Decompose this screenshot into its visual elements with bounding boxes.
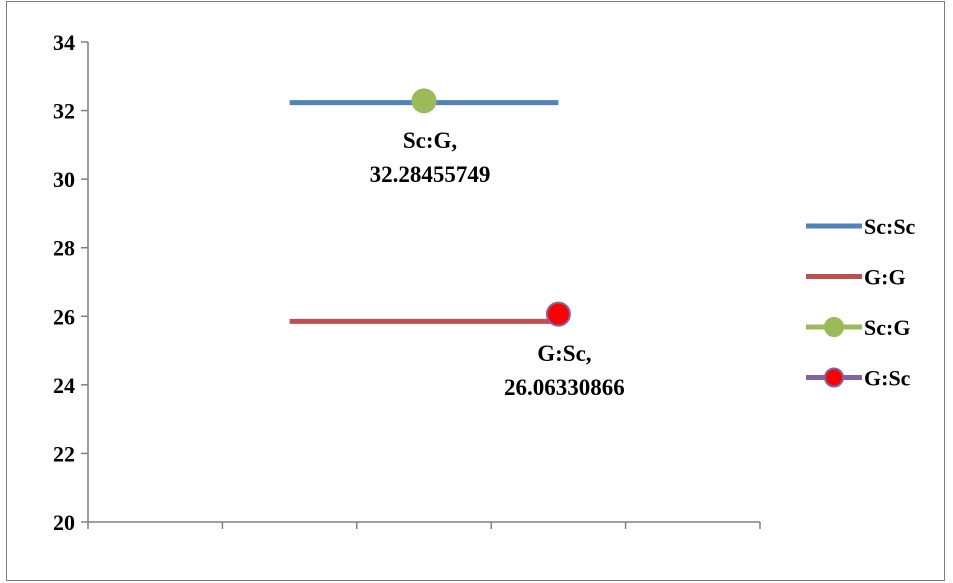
legend-label-g-sc: G:Sc [864,366,911,391]
y-tick-label: 34 [53,30,75,55]
y-tick-label: 32 [53,99,75,124]
data-label-line: 26.06330866 [504,375,625,400]
legend-marker-sc-g [824,317,844,337]
chart-frame [6,1,945,581]
data-label-g-sc: G:Sc, 26.06330866 [504,341,625,400]
legend-marker-g-sc [824,367,844,388]
data-point-g-sc [545,301,571,327]
data-point-sc-g [411,88,437,114]
legend-label-g-g: G:G [864,265,906,290]
y-tick-label: 26 [53,304,75,329]
y-tick-label: 22 [53,441,75,466]
data-label-line: 32.28455749 [370,162,491,187]
y-tick-label: 20 [53,510,75,535]
y-tick-label: 30 [53,167,75,192]
y-tick-label: 28 [53,236,75,261]
legend-label-sc-sc: Sc:Sc [864,214,916,239]
data-label-line: Sc:G, [403,128,457,153]
legend-label-sc-g: Sc:G [864,315,910,340]
data-label-line: G:Sc, [537,341,591,366]
data-label-sc-g: Sc:G, 32.28455749 [370,128,491,187]
y-tick-label: 24 [53,373,75,398]
